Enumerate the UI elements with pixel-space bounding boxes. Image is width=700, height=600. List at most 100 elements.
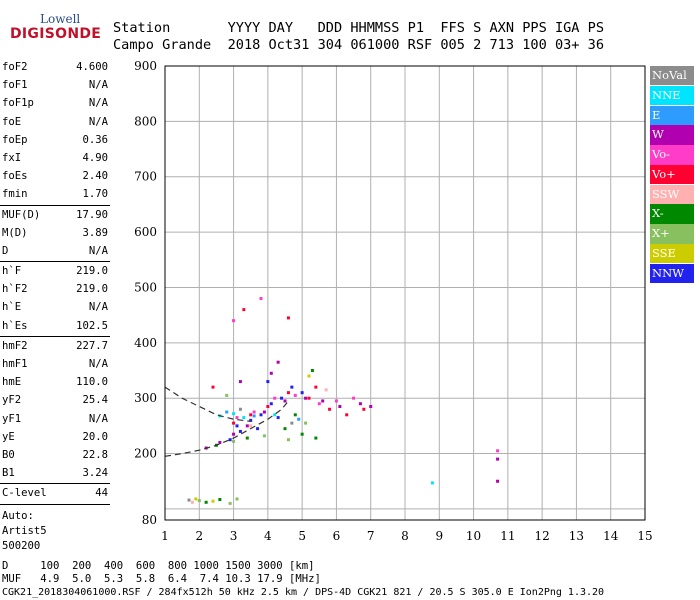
data-point [304, 396, 308, 400]
param-row: foF1p N/A [0, 94, 110, 112]
y-tick-label: 800 [134, 114, 157, 128]
param-separator [0, 204, 110, 206]
data-point [358, 402, 362, 406]
chart-grid [164, 65, 646, 521]
param-row: yF2 25.4 [0, 391, 110, 409]
param-name: hmF2 [2, 339, 28, 352]
data-point [334, 399, 338, 403]
param-separator [0, 503, 110, 505]
param-value: 0.36 [82, 133, 108, 146]
data-point [297, 417, 301, 421]
data-point [235, 416, 239, 420]
data-point [211, 385, 215, 389]
data-point [269, 402, 273, 406]
data-point [235, 497, 239, 501]
param-name: h`Es [2, 319, 28, 332]
data-point [496, 449, 500, 453]
data-point [242, 308, 246, 312]
data-point [218, 498, 222, 502]
data-point [317, 402, 321, 406]
x-tick-label: 9 [435, 529, 443, 543]
param-value: N/A [88, 244, 108, 257]
data-point [283, 427, 287, 431]
footer-muf: MUF 4.9 5.0 5.3 5.8 6.4 7.4 10.3 17.9 [M… [2, 573, 321, 585]
data-point [307, 396, 311, 400]
legend-item-vo: Vo+ [650, 164, 694, 185]
data-point [362, 407, 366, 411]
data-point [266, 405, 270, 408]
data-point [286, 391, 290, 395]
param-value: N/A [88, 97, 108, 110]
x-tick-label: 3 [230, 529, 238, 543]
param-row: hmF1 N/A [0, 355, 110, 373]
data-point [252, 414, 256, 418]
legend-item-e: E [650, 105, 694, 125]
legend-item-ssw: SSW [650, 184, 694, 205]
data-point [273, 413, 277, 417]
data-point [249, 424, 253, 428]
param-row: foF2 4.600 [0, 58, 110, 76]
data-point [345, 413, 349, 417]
data-point [276, 416, 280, 420]
data-point [218, 440, 222, 444]
param-name: foEp [2, 133, 28, 146]
data-point [225, 410, 229, 414]
legend-item-sse: SSE [650, 244, 694, 264]
data-point [242, 416, 246, 420]
param-row: B0 22.8 [0, 446, 110, 464]
y-tick-label: 400 [134, 336, 157, 350]
x-tick-label: 1 [161, 529, 169, 543]
data-point [238, 380, 242, 384]
param-value: 110.0 [76, 376, 108, 389]
data-point [211, 499, 215, 503]
data-point [338, 405, 342, 408]
param-name: foE [2, 115, 22, 128]
data-point [204, 500, 208, 504]
data-point [232, 412, 236, 416]
param-artist: Artist5 [2, 524, 47, 537]
param-name: B0 [2, 448, 15, 461]
data-point [283, 399, 287, 403]
y-tick-label: 500 [134, 280, 157, 294]
param-row: h`E N/A [0, 298, 110, 316]
param-name: MUF(D) [2, 208, 41, 221]
x-tick-label: 15 [637, 529, 652, 543]
data-point [328, 407, 332, 411]
param-auto-label: Auto: [2, 509, 34, 522]
data-point [286, 316, 290, 320]
data-point [197, 499, 201, 503]
param-row: fmin 1.70 [0, 185, 110, 203]
data-point [228, 438, 232, 442]
param-value: 20.0 [82, 430, 108, 443]
y-tick-label: 80 [142, 513, 157, 527]
footer-file-info: CGK21_2018304061000.RSF / 284fx512h 50 k… [2, 587, 605, 598]
data-point [225, 393, 229, 397]
data-point [496, 457, 500, 461]
legend-item-noval: NoVal [650, 66, 694, 86]
param-name: yF1 [2, 412, 22, 425]
param-name: h`E [2, 301, 22, 314]
data-point [280, 396, 284, 400]
data-point [273, 396, 277, 400]
data-point [259, 413, 263, 417]
legend-item-vo: Vo- [650, 145, 694, 165]
x-tick-label: 8 [401, 529, 409, 543]
data-point [300, 391, 304, 395]
param-row: D N/A [0, 242, 110, 260]
data-point [232, 439, 236, 443]
y-tick-label: 900 [134, 59, 157, 73]
data-point [314, 385, 318, 389]
profile-curve [164, 400, 289, 457]
y-tick-label: 700 [134, 170, 157, 184]
legend-item-nne: NNE [650, 85, 694, 106]
param-value: 17.90 [76, 208, 108, 221]
param-value: N/A [88, 358, 108, 370]
x-tick-label: 12 [535, 529, 550, 543]
param-row: hmF2 227.7 [0, 337, 110, 355]
param-value: 2.40 [82, 170, 108, 183]
x-tick-label: 11 [500, 529, 515, 543]
legend-item-w: W [650, 125, 694, 145]
footer-distance: D 100 200 400 600 800 1000 1500 3000 [km… [2, 560, 315, 572]
data-point [259, 297, 263, 301]
chart-curves [164, 386, 289, 457]
